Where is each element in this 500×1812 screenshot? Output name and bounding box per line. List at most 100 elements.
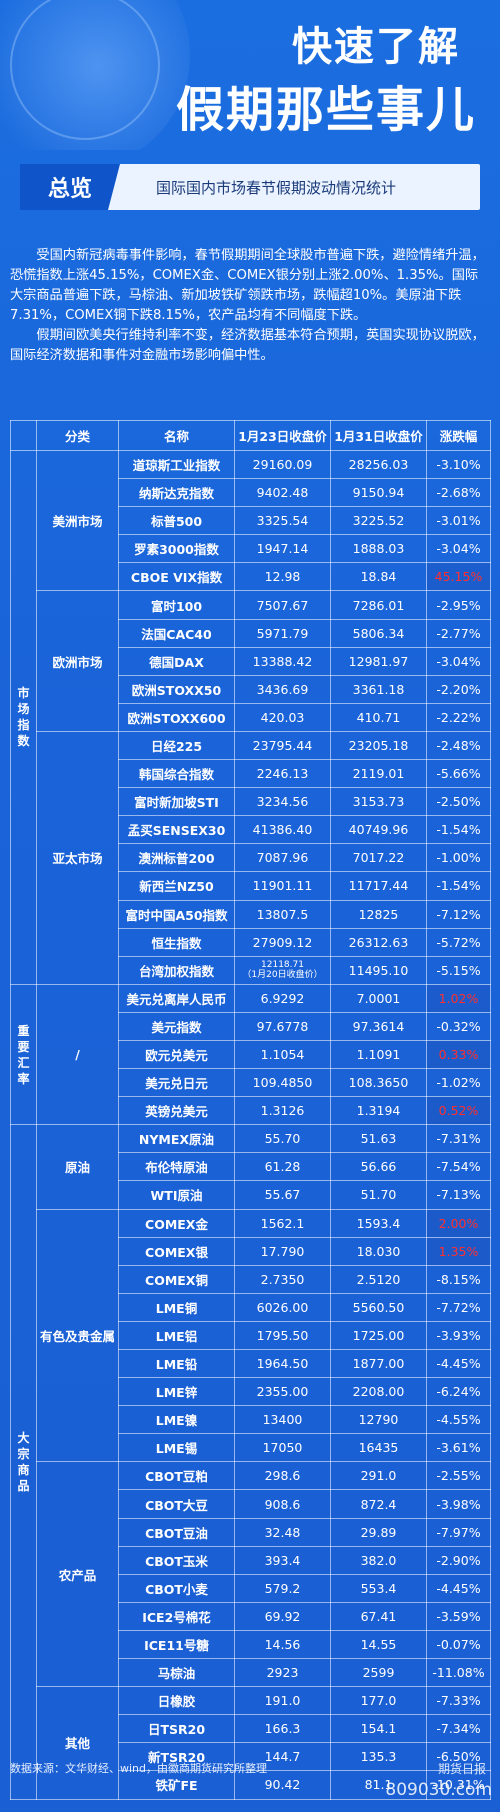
cell-price-jan31: 16435 bbox=[330, 1433, 427, 1463]
table-row: 富时中国A50指数 13807.5 12825 -7.12% bbox=[11, 899, 491, 929]
cell-change: 1.02% bbox=[426, 983, 491, 1013]
cell-price-jan23: 2246.13 bbox=[234, 759, 331, 789]
cell-name: LME锡 bbox=[118, 1433, 235, 1463]
subgroup-cell-metals: 有色及贵金属 bbox=[36, 1208, 119, 1463]
cell-price-jan23: 97.6778 bbox=[234, 1011, 331, 1041]
page-title-line1: 快速了解 bbox=[292, 24, 460, 70]
cell-price-jan31: 2.5120 bbox=[330, 1264, 427, 1294]
cell-name: LME铝 bbox=[118, 1320, 235, 1351]
cell-price-jan23: 27909.12 bbox=[234, 927, 331, 957]
cell-price-jan23: 166.3 bbox=[234, 1714, 331, 1744]
stats-table-container: 分类 名称 1月23日收盘价 1月31日收盘价 涨跌幅 市场指数 美洲市场 道琼斯工… bbox=[10, 420, 491, 1800]
stats-table: 分类 名称 1月23日收盘价 1月31日收盘价 涨跌幅 市场指数 美洲市场 道琼斯工… bbox=[10, 420, 491, 1800]
cell-name: CBOT豆粕 bbox=[118, 1461, 235, 1491]
table-row: 英镑兑美元 1.3126 1.3194 0.52% bbox=[11, 1096, 491, 1126]
cell-change: -7.33% bbox=[426, 1686, 491, 1716]
cell-price-jan23: 908.6 bbox=[234, 1489, 331, 1519]
cell-name: 英镑兑美元 bbox=[118, 1096, 235, 1126]
cell-price-jan23: 5971.79 bbox=[234, 618, 331, 648]
cell-price-jan23: 7507.67 bbox=[234, 590, 331, 620]
cell-name: 富时100 bbox=[118, 590, 235, 620]
table-row: 有色及贵金属 COMEX金 1562.1 1593.4 2.00% bbox=[11, 1208, 491, 1463]
cell-price-jan23: 55.70 bbox=[234, 1124, 331, 1154]
table-row: 欧元兑美元 1.1054 1.1091 0.33% bbox=[11, 1039, 491, 1070]
table-row: CBOT小麦 579.2 553.4 -4.45% bbox=[11, 1573, 491, 1603]
watermark-site: 809030.com bbox=[385, 1780, 492, 1800]
overview-bar: 总览 国际国内市场春节假期波动情况统计 bbox=[20, 164, 480, 210]
table-row: LME铅 1964.50 1877.00 -4.45% bbox=[11, 1348, 491, 1379]
cell-change: -7.97% bbox=[426, 1517, 491, 1547]
table-row: ICE2号棉花 69.92 67.41 -3.59% bbox=[11, 1601, 491, 1631]
cell-price-jan31: 14.55 bbox=[330, 1629, 427, 1660]
cell-price-jan23: 55.67 bbox=[234, 1180, 331, 1210]
cell-price-jan31: 1877.00 bbox=[330, 1348, 427, 1379]
cell-name: COMEX金 bbox=[118, 1208, 235, 1238]
cell-change: -4.55% bbox=[426, 1405, 491, 1435]
cell-change: -2.50% bbox=[426, 787, 491, 817]
cell-price-jan23: 1.3126 bbox=[234, 1096, 331, 1126]
cell-price-jan23: 144.7 bbox=[234, 1742, 331, 1772]
cell-price-jan23: 2923 bbox=[234, 1658, 331, 1688]
cell-price-jan31: 154.1 bbox=[330, 1714, 427, 1744]
header-price-jan23: 1月23日收盘价 bbox=[234, 420, 331, 451]
cell-change: -1.00% bbox=[426, 843, 491, 873]
cell-change: -2.77% bbox=[426, 618, 491, 648]
cell-price-jan23: 12118.71 （1月20日收盘价） bbox=[234, 955, 331, 985]
cell-price-jan23: 1.1054 bbox=[234, 1039, 331, 1070]
cell-price-jan31: 410.71 bbox=[330, 702, 427, 732]
cell-name: 日经225 bbox=[118, 730, 235, 761]
cell-name: 标普500 bbox=[118, 506, 235, 536]
cell-price-jan31: 1593.4 bbox=[330, 1208, 427, 1238]
cell-price-jan23: 14.56 bbox=[234, 1629, 331, 1660]
table-row: 欧洲STOXX600 420.03 410.71 -2.22% bbox=[11, 702, 491, 732]
cell-name: CBOT玉米 bbox=[118, 1545, 235, 1575]
overview-subtitle: 国际国内市场春节假期波动情况统计 bbox=[156, 178, 397, 197]
header-category: 分类 bbox=[36, 420, 119, 451]
cell-name: COMEX银 bbox=[118, 1236, 235, 1266]
cell-price-jan31: 5560.50 bbox=[330, 1292, 427, 1322]
cell-name: ICE2号棉花 bbox=[118, 1601, 235, 1631]
cell-price-jan31: 26312.63 bbox=[330, 927, 427, 957]
cell-change: -3.98% bbox=[426, 1489, 491, 1519]
table-row: LME镍 13400 12790 -4.55% bbox=[11, 1405, 491, 1435]
table-row: CBOT豆油 32.48 29.89 -7.97% bbox=[11, 1517, 491, 1547]
cell-change: -3.59% bbox=[426, 1601, 491, 1631]
cell-name: 德国DAX bbox=[118, 646, 235, 676]
cell-price-jan23: 2.7350 bbox=[234, 1264, 331, 1294]
cell-price-jan31: 3361.18 bbox=[330, 674, 427, 704]
cell-change: -2.55% bbox=[426, 1461, 491, 1491]
intro-paragraph-2: 假期间欧美央行维持利率不变，经济数据基本符合预期，英国实现协议脱欧，国际经济数据… bbox=[10, 328, 485, 363]
cell-change: -2.90% bbox=[426, 1545, 491, 1575]
header-change: 涨跌幅 bbox=[426, 420, 491, 451]
cell-price-jan31: 67.41 bbox=[330, 1601, 427, 1631]
cell-price-jan23: 191.0 bbox=[234, 1686, 331, 1716]
cell-price-jan31: 56.66 bbox=[330, 1152, 427, 1182]
cell-name: ICE11号糖 bbox=[118, 1629, 235, 1660]
cell-price-jan31: 7.0001 bbox=[330, 983, 427, 1013]
subgroup-cell-other: 其他 bbox=[36, 1686, 119, 1800]
cell-name: 美元兑离岸人民币 bbox=[118, 983, 235, 1013]
table-row: CBOT大豆 908.6 872.4 -3.98% bbox=[11, 1489, 491, 1519]
cell-change: 0.33% bbox=[426, 1039, 491, 1070]
cell-price-jan23: 3436.69 bbox=[234, 674, 331, 704]
cell-name: 澳洲标普200 bbox=[118, 843, 235, 873]
header-banner: 快速了解 假期那些事儿 bbox=[0, 0, 500, 150]
cell-price-jan31: 2119.01 bbox=[330, 759, 427, 789]
cell-price-jan31: 12790 bbox=[330, 1405, 427, 1435]
cell-price-jan23: 1964.50 bbox=[234, 1348, 331, 1379]
cell-price-jan31: 382.0 bbox=[330, 1545, 427, 1575]
cell-price-jan23: 393.4 bbox=[234, 1545, 331, 1575]
cell-name: 纳斯达克指数 bbox=[118, 478, 235, 508]
cell-price-jan31: 1.3194 bbox=[330, 1096, 427, 1126]
cell-price-jan23: 90.42 bbox=[234, 1770, 331, 1800]
overview-tag: 总览 bbox=[20, 164, 120, 210]
cell-name: 马棕油 bbox=[118, 1658, 235, 1688]
cell-price-jan31: 135.3 bbox=[330, 1742, 427, 1772]
table-body: 市场指数 美洲市场 道琼斯工业指数 29160.09 28256.03 -3.10% 纳斯达… bbox=[10, 449, 491, 1800]
cell-change: -7.34% bbox=[426, 1714, 491, 1744]
cell-name: 欧洲STOXX50 bbox=[118, 674, 235, 704]
cell-change: -5.15% bbox=[426, 955, 491, 985]
cell-price-jan23: 1562.1 bbox=[234, 1208, 331, 1238]
cell-price-jan23: 61.28 bbox=[234, 1152, 331, 1182]
cell-price-jan23: 41386.40 bbox=[234, 815, 331, 845]
